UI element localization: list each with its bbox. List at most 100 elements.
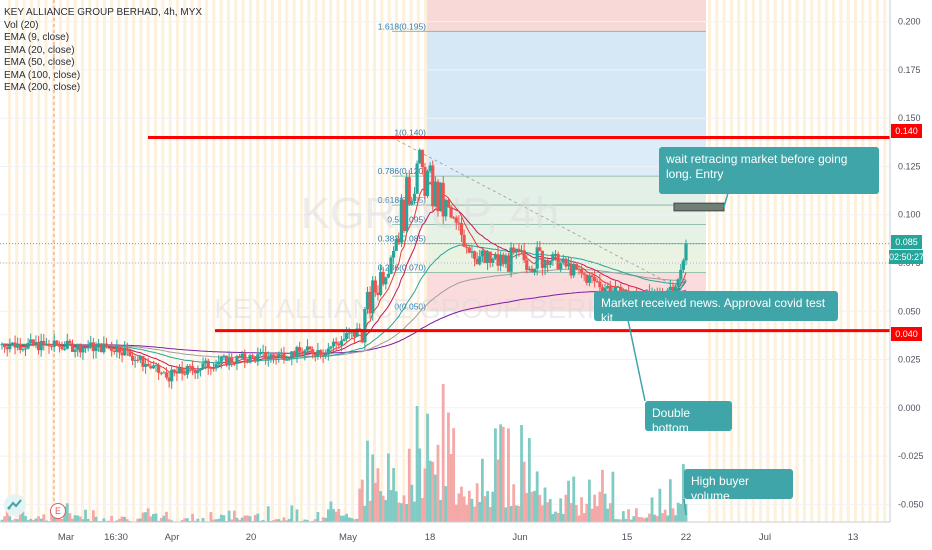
price-tick-label: 0.025: [898, 355, 921, 365]
volume-bar: [543, 487, 547, 524]
candle-body: [454, 217, 458, 223]
candle-body: [44, 343, 48, 345]
volume-bar: [389, 490, 393, 524]
volume-callout[interactable]: High buyer volume: [684, 469, 793, 503]
candle-body: [679, 269, 683, 280]
candle-body: [8, 345, 12, 350]
candle-body: [258, 352, 263, 355]
legend-indicator[interactable]: Vol (20): [4, 19, 39, 31]
candle-body: [206, 360, 210, 368]
volume-bar: [326, 509, 330, 524]
candle-body: [264, 352, 268, 360]
candle-body: [553, 253, 558, 255]
volume-bar: [671, 508, 675, 524]
session-stripe: [795, 0, 799, 522]
tradingview-logo[interactable]: [4, 494, 26, 516]
candle-body: [117, 346, 122, 353]
candle-body: [204, 360, 208, 364]
volume-bar: [402, 495, 406, 524]
support-price-tag: 0.040: [891, 327, 922, 341]
legend-indicator[interactable]: EMA (9, close): [4, 32, 70, 43]
session-stripe: [358, 0, 362, 522]
fib-level-label: 1.618(0.195): [378, 21, 426, 31]
candle-body: [151, 365, 156, 369]
session-stripe: [139, 0, 143, 522]
candle-body: [598, 281, 602, 288]
session-stripe: [81, 0, 84, 522]
session-stripe: [117, 0, 121, 522]
volume-bar: [366, 440, 369, 524]
news-callout[interactable]: Market received news. Approval covid tes…: [594, 291, 838, 325]
candle-body: [68, 340, 72, 344]
volume-bar: [360, 479, 364, 524]
candle-body: [467, 247, 471, 253]
volume-bar: [603, 493, 607, 524]
candle-body: [112, 350, 116, 352]
candle-body: [499, 254, 503, 266]
session-stripe: [380, 0, 384, 522]
entry-zone-box: [673, 202, 725, 212]
volume-bar: [452, 428, 456, 524]
candle-body: [115, 346, 119, 352]
session-stripe: [854, 0, 857, 522]
volume-bar: [355, 518, 359, 524]
volume-bar: [577, 515, 581, 524]
session-stripe: [365, 0, 369, 522]
earnings-badge[interactable]: E: [50, 503, 66, 519]
candle-body: [60, 346, 64, 350]
volume-bar: [470, 498, 474, 524]
volume-bar: [467, 490, 471, 524]
entry-callout[interactable]: wait retracing market before going long.…: [659, 147, 879, 194]
volume-bar: [39, 518, 43, 524]
volume-bar: [42, 514, 46, 524]
volume-bar: [457, 493, 461, 524]
session-stripe: [212, 0, 216, 522]
candle-body: [251, 355, 255, 357]
last-price-tag: 0.085: [891, 235, 922, 249]
candle-body: [470, 251, 474, 253]
news-pointer-2: [677, 279, 687, 294]
candle-body: [292, 351, 296, 357]
candle-body: [305, 346, 310, 351]
volume-bar: [601, 469, 604, 524]
time-tick-label: 22: [681, 532, 692, 543]
session-stripe: [15, 0, 19, 522]
volume-bar: [5, 509, 9, 524]
candle-body: [347, 332, 351, 334]
legend-indicator[interactable]: EMA (50, close): [4, 57, 75, 68]
session-stripe: [810, 0, 814, 522]
resistance-price-tag: 0.140: [891, 124, 922, 138]
session-stripe: [59, 0, 63, 522]
entry-pointer: [723, 192, 729, 208]
volume-bar: [24, 516, 27, 524]
volume-bar: [433, 474, 437, 524]
candle-body: [582, 273, 586, 275]
candle-body: [671, 286, 675, 292]
chart-legend[interactable]: KEY ALLIANCE GROUP BERHAD, 4h, MYX Vol (…: [4, 7, 202, 95]
candle-body: [50, 346, 54, 348]
price-tick-label: 0.050: [898, 306, 921, 316]
time-tick-label: Mar: [58, 532, 74, 543]
volume-bar: [253, 514, 257, 524]
legend-indicator[interactable]: EMA (200, close): [4, 82, 81, 93]
session-stripe: [168, 0, 172, 522]
volume-bar: [423, 468, 427, 524]
legend-indicator[interactable]: EMA (20, close): [4, 44, 75, 56]
candle-body: [222, 355, 226, 357]
fib-level-label: 0.236(0.070): [378, 263, 426, 273]
volume-bar: [248, 516, 252, 524]
session-stripe: [8, 0, 11, 522]
volume-bar: [141, 512, 145, 524]
session-stripe: [219, 0, 223, 522]
double-bottom-callout[interactable]: Double bottom: [645, 401, 732, 435]
session-stripe: [307, 0, 311, 522]
candle-body: [676, 279, 680, 287]
time-tick-label: Jul: [759, 532, 771, 543]
candle-body: [146, 364, 150, 367]
legend-indicator[interactable]: EMA (100, close): [4, 69, 81, 81]
volume-bar: [246, 515, 249, 524]
candle-body: [504, 255, 508, 265]
volume-bar: [444, 486, 448, 524]
candle-body: [76, 343, 80, 350]
